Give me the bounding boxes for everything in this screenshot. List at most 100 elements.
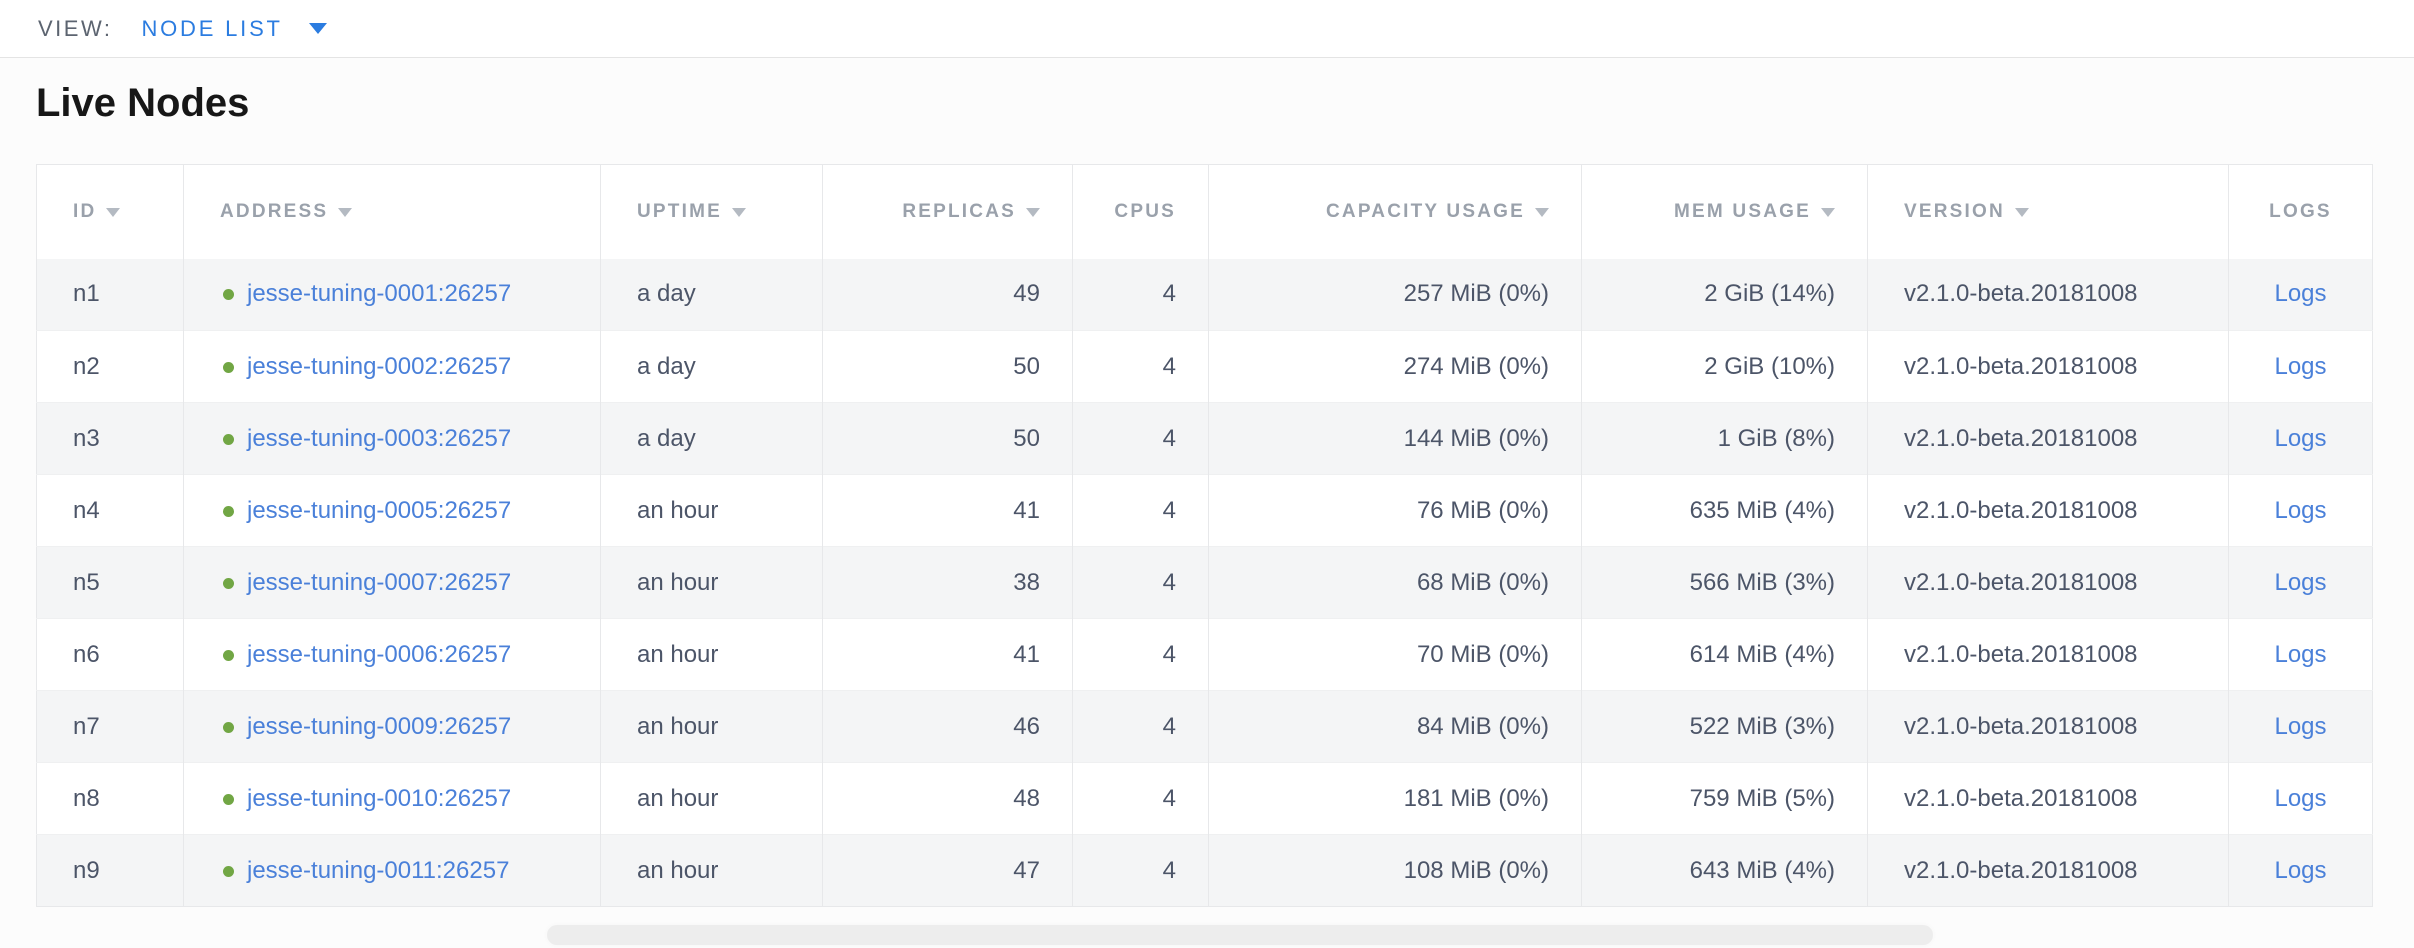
cell-replicas: 46: [822, 690, 1073, 763]
cell-uptime: a day: [600, 402, 823, 475]
address-link[interactable]: jesse-tuning-0005:26257: [247, 496, 512, 524]
table-row: n7 jesse-tuning-0009:26257 an hour 46 4 84 Mi…: [36, 690, 2373, 763]
cell-uptime: an hour: [600, 474, 823, 547]
column-header-address[interactable]: ADDRESS: [183, 164, 601, 259]
node-live-status-icon: [223, 433, 234, 445]
cell-address: jesse-tuning-0006:26257: [183, 618, 601, 691]
table-row: n1 jesse-tuning-0001:26257 a day 49 4 257 MiB…: [36, 258, 2373, 331]
logs-link[interactable]: Logs: [2274, 568, 2327, 596]
column-header-label: CPUS: [1114, 200, 1176, 222]
column-header-label: LOGS: [2269, 200, 2332, 222]
logs-link[interactable]: Logs: [2274, 712, 2327, 740]
cell-address: jesse-tuning-0011:26257: [183, 834, 601, 907]
cell-id: n9: [36, 834, 184, 907]
sort-desc-icon: [1535, 207, 1549, 217]
logs-link[interactable]: Logs: [2274, 856, 2327, 884]
logs-link[interactable]: Logs: [2274, 496, 2327, 524]
cell-id: n2: [36, 330, 184, 403]
cell-uptime: an hour: [600, 690, 823, 763]
cell-address: jesse-tuning-0002:26257: [183, 330, 601, 403]
logs-link[interactable]: Logs: [2274, 784, 2327, 812]
sort-desc-icon: [731, 207, 746, 217]
node-live-status-icon: [223, 649, 234, 661]
node-live-status-icon: [223, 721, 234, 733]
cell-capacity: 76 MiB (0%): [1208, 474, 1582, 547]
cell-cpus: 4: [1072, 402, 1209, 475]
node-live-status-icon: [223, 361, 234, 373]
column-header-label: REPLICAS: [902, 200, 1016, 222]
column-header-id[interactable]: ID: [36, 164, 184, 259]
column-header-label: UPTIME: [637, 200, 722, 222]
cell-logs: Logs: [2228, 618, 2373, 691]
cell-version: v2.1.0-beta.20181008: [1867, 330, 2229, 403]
sort-desc-icon: [1026, 207, 1040, 217]
cell-address: jesse-tuning-0001:26257: [183, 258, 601, 331]
cell-replicas: 48: [822, 762, 1073, 835]
cell-replicas: 49: [822, 258, 1073, 331]
cell-address: jesse-tuning-0009:26257: [183, 690, 601, 763]
table-header-row: ID ADDRESS UPTIME REPLICAS CPUS CAPACITY USAG…: [36, 164, 2373, 259]
table-row: n8 jesse-tuning-0010:26257 an hour 48 4 181 M…: [36, 762, 2373, 835]
cell-mem: 522 MiB (3%): [1581, 690, 1868, 763]
logs-link[interactable]: Logs: [2274, 424, 2327, 452]
address-link[interactable]: jesse-tuning-0006:26257: [247, 640, 512, 668]
cell-cpus: 4: [1072, 834, 1209, 907]
cell-version: v2.1.0-beta.20181008: [1867, 258, 2229, 331]
cell-id: n6: [36, 618, 184, 691]
column-header-mem[interactable]: MEM USAGE: [1581, 164, 1868, 259]
logs-link[interactable]: Logs: [2274, 640, 2327, 668]
cell-logs: Logs: [2228, 762, 2373, 835]
cell-capacity: 70 MiB (0%): [1208, 618, 1582, 691]
column-header-label: ADDRESS: [220, 200, 329, 222]
node-live-status-icon: [223, 577, 234, 589]
cell-uptime: an hour: [600, 618, 823, 691]
address-link[interactable]: jesse-tuning-0003:26257: [247, 424, 512, 452]
cell-id: n5: [36, 546, 184, 619]
address-link[interactable]: jesse-tuning-0010:26257: [247, 784, 512, 812]
node-live-status-icon: [223, 289, 234, 301]
horizontal-scrollbar[interactable]: [547, 925, 1933, 945]
cell-id: n4: [36, 474, 184, 547]
cell-mem: 566 MiB (3%): [1581, 546, 1868, 619]
address-link[interactable]: jesse-tuning-0001:26257: [247, 280, 512, 308]
cell-uptime: a day: [600, 330, 823, 403]
address-link[interactable]: jesse-tuning-0011:26257: [247, 856, 510, 884]
cell-cpus: 4: [1072, 474, 1209, 547]
column-header-replicas[interactable]: REPLICAS: [822, 164, 1073, 259]
cell-version: v2.1.0-beta.20181008: [1867, 546, 2229, 619]
cell-mem: 635 MiB (4%): [1581, 474, 1868, 547]
cell-capacity: 257 MiB (0%): [1208, 258, 1582, 331]
table-row: n6 jesse-tuning-0006:26257 an hour 41 4 70 Mi…: [36, 618, 2373, 691]
cell-capacity: 84 MiB (0%): [1208, 690, 1582, 763]
logs-link[interactable]: Logs: [2274, 352, 2327, 380]
logs-link[interactable]: Logs: [2274, 280, 2327, 308]
cell-logs: Logs: [2229, 259, 2373, 331]
column-header-version[interactable]: VERSION: [1867, 164, 2229, 259]
column-header-label: ID: [73, 200, 97, 222]
view-selector-dropdown[interactable]: NODE LIST: [141, 16, 327, 42]
cell-capacity: 68 MiB (0%): [1208, 546, 1582, 619]
view-label: VIEW:: [38, 15, 113, 41]
cell-id: n7: [36, 690, 184, 763]
column-header-capacity[interactable]: CAPACITY USAGE: [1208, 164, 1582, 259]
cell-capacity: 274 MiB (0%): [1208, 330, 1582, 403]
cell-mem: 2 GiB (10%): [1581, 330, 1868, 403]
address-link[interactable]: jesse-tuning-0007:26257: [247, 568, 512, 596]
cell-logs: Logs: [2228, 546, 2373, 619]
address-link[interactable]: jesse-tuning-0002:26257: [247, 352, 512, 380]
column-header-cpus: CPUS: [1072, 164, 1209, 259]
cell-address: jesse-tuning-0005:26257: [183, 474, 601, 547]
cell-mem: 2 GiB (14%): [1581, 258, 1868, 331]
cell-version: v2.1.0-beta.20181008: [1867, 402, 2229, 475]
cell-version: v2.1.0-beta.20181008: [1867, 690, 2229, 763]
column-header-uptime[interactable]: UPTIME: [600, 164, 823, 259]
cell-cpus: 4: [1072, 618, 1209, 691]
sort-desc-icon: [2014, 207, 2029, 217]
node-live-status-icon: [223, 865, 234, 877]
cell-capacity: 181 MiB (0%): [1208, 762, 1582, 835]
address-link[interactable]: jesse-tuning-0009:26257: [247, 712, 512, 740]
cell-cpus: 4: [1072, 546, 1209, 619]
cell-version: v2.1.0-beta.20181008: [1867, 474, 2229, 547]
table-row: n9 jesse-tuning-0011:26257 an hour 47 4 108 M…: [36, 834, 2373, 907]
cell-version: v2.1.0-beta.20181008: [1867, 762, 2229, 835]
